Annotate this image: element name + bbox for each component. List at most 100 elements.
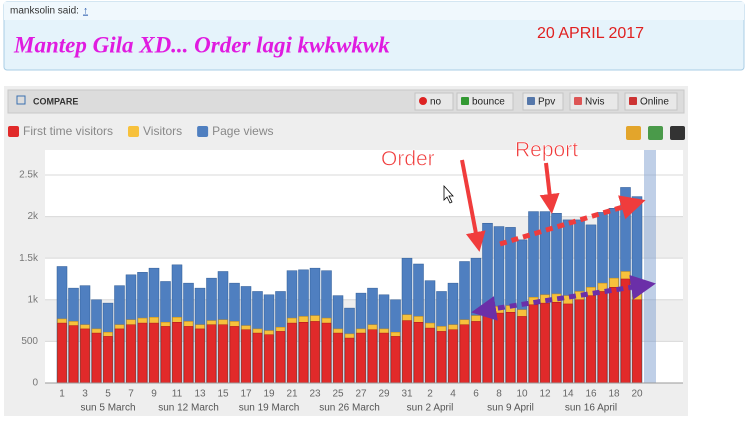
- x-tick-label: 31: [401, 389, 413, 400]
- bar: [252, 332, 263, 384]
- arrow: [471, 274, 656, 321]
- bar: [160, 326, 171, 384]
- y-tick-label: 500: [21, 336, 38, 347]
- post-link[interactable]: ↑: [83, 6, 88, 17]
- bar: [103, 336, 113, 384]
- legend-label: Visitors: [143, 124, 182, 138]
- legend-label: First time visitors: [23, 124, 113, 138]
- annotation: Order: [381, 148, 435, 171]
- bar: [206, 324, 217, 384]
- bar: [586, 295, 596, 384]
- week-label: sun 5 March: [80, 403, 135, 414]
- bar: [609, 287, 619, 384]
- toolbar-button[interactable]: [624, 92, 678, 111]
- chart-icon: [626, 126, 641, 140]
- button-icon: [629, 97, 637, 105]
- bar: [540, 302, 550, 384]
- bar: [482, 311, 493, 384]
- toolbar-title: COMPARE: [33, 96, 78, 106]
- bar: [114, 328, 125, 384]
- bar: [264, 334, 274, 384]
- y-tick-label: 1k: [27, 294, 39, 305]
- x-tick-label: 15: [217, 389, 229, 400]
- x-tick-label: 27: [355, 389, 367, 400]
- button-label: Nvis: [585, 97, 604, 108]
- compare-icon: [16, 95, 26, 105]
- legend-label: Page views: [212, 124, 273, 138]
- chart-icon: [670, 126, 685, 140]
- bar: [321, 322, 332, 384]
- x-tick-label: 14: [562, 389, 574, 400]
- x-tick-label: 18: [608, 389, 620, 400]
- week-label: sun 9 April: [487, 403, 534, 414]
- y-tick-label: 2.5k: [19, 170, 39, 181]
- x-tick-label: 2: [427, 389, 433, 400]
- toolbar-button[interactable]: [569, 92, 619, 111]
- bar: [149, 322, 159, 384]
- x-tick-label: 21: [286, 389, 298, 400]
- bar: [91, 332, 102, 384]
- x-tick-label: 16: [585, 389, 597, 400]
- x-tick-label: 25: [332, 389, 344, 400]
- y-tick-label: 2k: [27, 211, 39, 222]
- bar: [367, 329, 378, 384]
- bar: [425, 327, 435, 384]
- bar: [310, 321, 320, 384]
- button-label: Ppv: [538, 97, 555, 108]
- x-tick-label: 11: [172, 389, 183, 400]
- bar: [57, 322, 67, 384]
- bar: [459, 324, 470, 384]
- bar: [229, 326, 240, 384]
- button-icon: [461, 97, 469, 105]
- bar: [287, 322, 297, 384]
- button-label: bounce: [472, 97, 505, 108]
- week-label: sun 16 April: [565, 403, 617, 414]
- x-tick-label: 20: [631, 389, 643, 400]
- x-tick-label: 29: [378, 389, 390, 400]
- bar: [275, 331, 286, 384]
- bar: [436, 331, 447, 384]
- toolbar: [7, 89, 685, 114]
- week-label: sun 2 April: [407, 403, 454, 414]
- x-tick-label: 23: [309, 389, 321, 400]
- legend-swatch: [197, 126, 209, 137]
- x-tick-label: 4: [450, 389, 456, 400]
- arrow: [539, 162, 560, 214]
- bar: [356, 332, 366, 384]
- legend-swatch: [8, 126, 19, 137]
- bar: [344, 337, 355, 384]
- x-tick-label: 7: [128, 389, 134, 400]
- selection: [644, 150, 656, 383]
- bar: [241, 329, 251, 384]
- x-tick-label: 1: [59, 389, 65, 400]
- x-tick-label: 17: [240, 389, 252, 400]
- bar: [390, 336, 401, 384]
- arrow: [460, 159, 486, 252]
- button-label: no: [430, 97, 442, 108]
- y-tick-label: 0: [32, 378, 38, 389]
- post-title: Mantep Gila XD... Order lagi kwkwkwk: [13, 32, 390, 57]
- bar: [379, 332, 389, 384]
- week-label: sun 19 March: [239, 403, 300, 414]
- post-date: 20 APRIL 2017: [537, 25, 644, 42]
- plot: First time visitors Visitors Page views 0 50…: [8, 124, 685, 414]
- bar: [126, 324, 136, 384]
- toolbar-button[interactable]: [456, 92, 514, 111]
- cursor: [443, 184, 454, 204]
- week-label: sun 12 March: [158, 403, 219, 414]
- x-tick-label: 3: [82, 389, 88, 400]
- x-tick-label: 9: [151, 389, 157, 400]
- x-tick-label: 13: [194, 389, 206, 400]
- bar: [471, 321, 481, 384]
- x-tick-label: 5: [105, 389, 111, 400]
- bar: [183, 326, 194, 384]
- x-tick-label: 19: [263, 389, 275, 400]
- bar: [517, 316, 527, 384]
- toolbar-button[interactable]: [414, 92, 454, 111]
- bar: [333, 332, 343, 384]
- bar: [551, 302, 562, 384]
- bar: [298, 322, 309, 384]
- post-header-bar: [4, 2, 744, 20]
- bar: [505, 312, 516, 384]
